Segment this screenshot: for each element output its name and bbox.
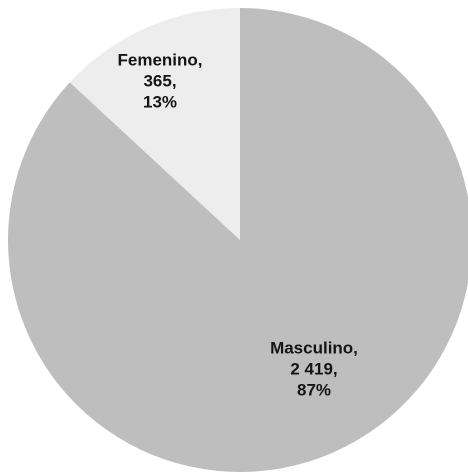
slice-percent-label: 13%	[143, 92, 177, 111]
slice-value-label: 365,	[143, 71, 176, 90]
slice-category-label: Femenino,	[117, 50, 202, 69]
slice-category-label: Masculino,	[270, 338, 358, 357]
pie-slice	[69, 8, 240, 240]
pie-slice	[8, 8, 468, 472]
slice-percent-label: 87%	[297, 380, 331, 399]
slice-value-label: 2 419,	[290, 359, 337, 378]
